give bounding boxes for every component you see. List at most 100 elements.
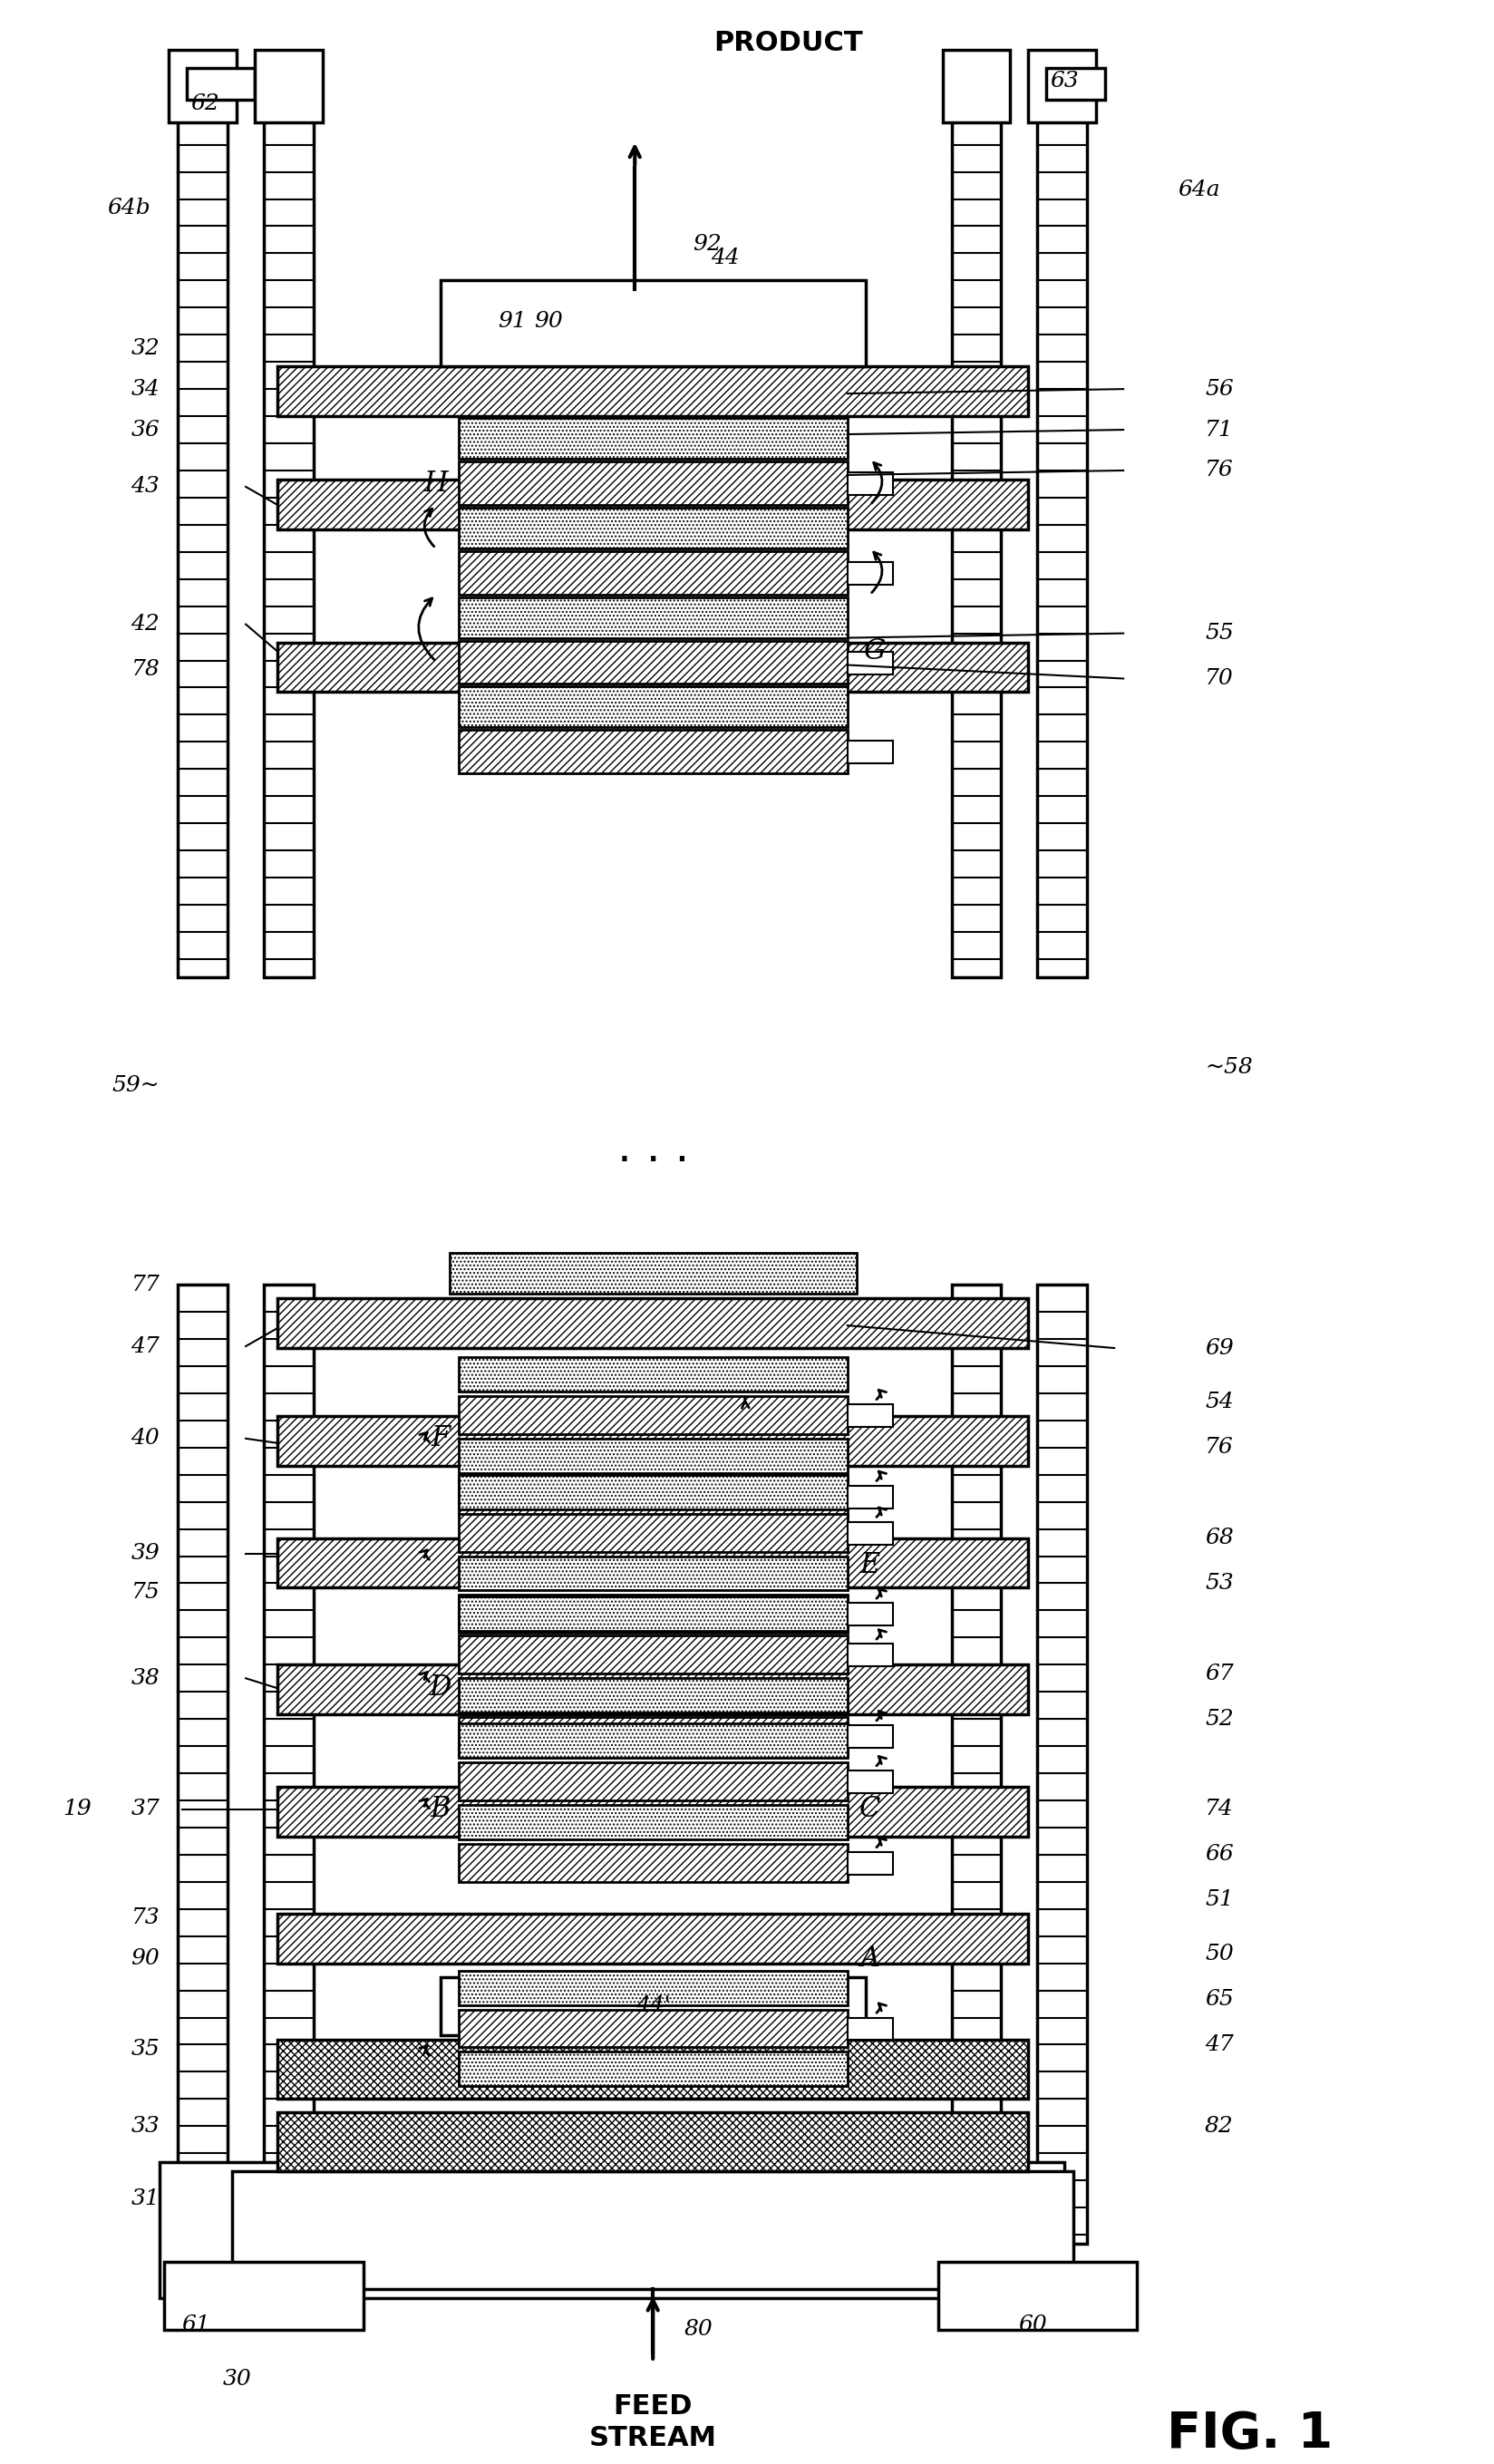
Bar [847,1725,892,1747]
Text: 34: 34 [131,379,160,399]
Text: D: D [429,1673,451,1700]
Bar [232,2171,1073,2289]
Bar [847,1643,892,1666]
Text: 64b: 64b [108,197,151,219]
Text: 56: 56 [1204,379,1233,399]
Bar [950,1284,1001,2245]
Bar [459,1717,847,1754]
Text: 70: 70 [1204,668,1233,690]
Bar [254,49,323,123]
Bar [178,91,227,978]
Bar [459,1971,847,2006]
Bar [847,1404,892,1427]
Text: 74: 74 [1204,1799,1233,1821]
Bar [950,91,1001,978]
Text: FEED: FEED [613,2393,692,2420]
Bar [278,643,1028,692]
Bar [278,1786,1028,1836]
Text: 61: 61 [181,2314,211,2336]
Text: 82: 82 [1204,2117,1233,2136]
Bar [459,1439,847,1473]
Text: 76: 76 [1204,461,1233,480]
Text: 53: 53 [1204,1572,1233,1594]
Text: 54: 54 [1204,1392,1233,1412]
Text: 65: 65 [1204,1988,1233,2011]
Text: FIG. 1: FIG. 1 [1167,2410,1333,2459]
Text: 33: 33 [131,2117,160,2136]
Text: 32: 32 [131,338,160,360]
Text: 36: 36 [131,419,160,441]
Text: 47: 47 [1204,2035,1233,2055]
Bar [1046,69,1104,99]
Text: 44: 44 [711,246,740,269]
Bar [1037,91,1086,978]
Text: 75: 75 [131,1582,160,1602]
Bar [847,742,892,764]
Text: 69: 69 [1204,1338,1233,1358]
Bar [847,562,892,584]
Text: 78: 78 [131,658,160,680]
Bar [847,650,892,675]
Bar [847,1772,892,1794]
Text: . . .: . . . [617,1126,689,1170]
Text: 38: 38 [131,1668,160,1688]
Text: G: G [864,638,884,665]
Bar [459,1843,847,1882]
Text: 47: 47 [131,1335,160,1358]
Bar [459,508,847,549]
Bar [1028,49,1095,123]
Text: 62: 62 [191,94,220,113]
Text: 39: 39 [131,1542,160,1565]
Text: STREAM: STREAM [589,2425,717,2452]
Text: 64a: 64a [1177,180,1219,200]
Bar [278,2112,1028,2171]
Text: 77: 77 [131,1274,160,1296]
Text: 71: 71 [1204,419,1233,441]
Bar [847,473,892,495]
Bar [459,461,847,505]
Bar [278,1538,1028,1587]
Text: 91: 91 [498,310,527,333]
Bar [459,687,847,727]
Bar [178,1284,227,2245]
Bar [459,2053,847,2087]
Text: 30: 30 [223,2368,251,2390]
Bar [160,2163,1064,2299]
Bar [441,281,865,367]
Bar [459,641,847,685]
Text: 73: 73 [131,1907,160,1929]
Text: 51: 51 [1204,1890,1233,1910]
Text: ~58: ~58 [1204,1057,1252,1079]
Bar [459,1358,847,1392]
Bar [187,69,254,99]
Text: H: H [423,471,448,498]
Bar [278,1666,1028,1715]
Bar [459,1557,847,1592]
Text: 80: 80 [683,2319,713,2341]
Bar [169,49,236,123]
Text: 92: 92 [692,234,722,254]
Text: E: E [859,1552,880,1579]
Bar [1037,1284,1086,2245]
Bar [450,1254,856,1294]
Bar [459,1478,847,1515]
Bar [459,1597,847,1631]
Bar [459,1806,847,1838]
Bar [278,2040,1028,2099]
Text: 42: 42 [131,614,160,636]
Bar [459,1722,847,1757]
Bar [459,1397,847,1434]
Bar [847,1523,892,1545]
Bar [459,1678,847,1712]
Text: 44': 44' [635,1996,669,2016]
Bar [459,1476,847,1508]
Text: A: A [859,1944,880,1974]
Text: 66: 66 [1204,1843,1233,1865]
Text: B: B [430,1796,450,1823]
Text: 55: 55 [1204,623,1233,643]
Text: 76: 76 [1204,1437,1233,1459]
Text: 63: 63 [1050,71,1079,91]
Bar [278,1299,1028,1348]
Bar [847,1486,892,1508]
Bar [264,1284,314,2245]
